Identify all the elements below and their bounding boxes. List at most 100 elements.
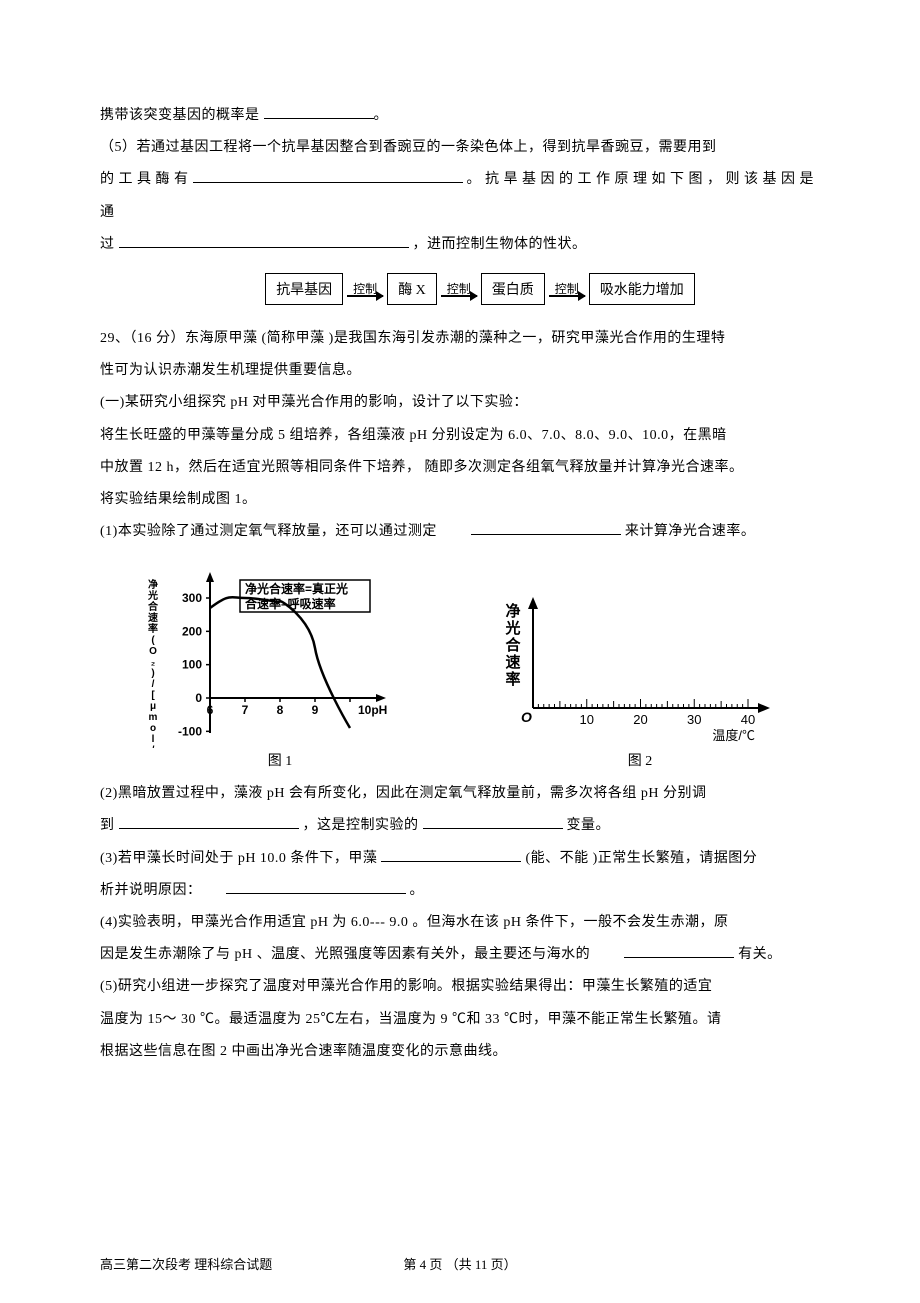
footer-left: 高三第二次段考 理科综合试题 <box>100 1254 272 1273</box>
svg-text:0: 0 <box>195 691 202 705</box>
q4-line1: (4)实验表明，甲藻光合作用适宜 pH 为 6.0--- 9.0 。但海水在该 … <box>100 907 820 939</box>
q2-line2-prefix: 到 <box>100 818 115 833</box>
q2-line1: (2)黑暗放置过程中，藻液 pH 会有所变化，因此在测定氧气释放量前，需多次将各… <box>100 778 820 810</box>
svg-text:20: 20 <box>633 712 647 727</box>
q5-line1: （5）若通过基因工程将一个抗旱基因整合到香豌豆的一条染色体上，得到抗旱香豌豆，需… <box>100 132 820 164</box>
q5-line2: 的 工 具 酶 有 。 抗 旱 基 因 的 工 作 原 理 如 下 图 ， 则 … <box>100 164 820 228</box>
footer-center: 第 4 页 （共 11 页） <box>403 1254 516 1273</box>
svg-text:8: 8 <box>277 703 284 717</box>
svg-text:40: 40 <box>741 712 755 727</box>
svg-text:速: 速 <box>505 653 520 671</box>
svg-text:m: m <box>149 712 158 723</box>
svg-text:9: 9 <box>312 703 319 717</box>
svg-text:(: ( <box>151 635 155 646</box>
blank-9 <box>624 944 734 958</box>
flow-diagram: 抗旱基因 控制 酶 X 控制 蛋白质 控制 吸水能力增加 <box>140 273 820 305</box>
svg-text:6: 6 <box>207 703 214 717</box>
svg-text:₂: ₂ <box>151 657 155 668</box>
svg-text:200: 200 <box>182 625 202 639</box>
chart1-container: -100 0 100 200 300 6 7 8 9 10pH 净光合速率=真正光合速率–呼吸速率 净… <box>135 558 415 748</box>
q3-line2-suffix: 。 <box>410 883 425 898</box>
svg-text:/: / <box>152 679 155 690</box>
blank-5 <box>119 815 299 829</box>
svg-text:100: 100 <box>182 658 202 672</box>
caption2: 图 2 <box>460 750 820 770</box>
svg-text:[: [ <box>151 690 155 701</box>
q2-line2-mid: ，这是控制实验的 <box>303 818 419 833</box>
svg-text:光: 光 <box>147 589 158 602</box>
captions-row: 图 1 图 2 <box>100 750 820 770</box>
svg-text:μ: μ <box>150 701 156 712</box>
svg-text:O: O <box>149 646 157 657</box>
blank-3 <box>119 234 409 248</box>
section1-line1: (一)某研究小组探究 pH 对甲藻光合作用的影响，设计了以下实验： <box>100 387 820 419</box>
svg-text:净光合速率=真正光: 净光合速率=真正光 <box>245 581 348 596</box>
flow-arrow-2: 控制 <box>441 280 477 297</box>
q3-suffix: (能、不能 )正常生长繁殖，请据图分 <box>525 851 757 866</box>
svg-text:10: 10 <box>580 712 594 727</box>
q4-line2-prefix: 因是发生赤潮除了与 pH 、温度、光照强度等因素有关外，最主要还与海水的 <box>100 947 590 962</box>
svg-text:合: 合 <box>147 600 159 613</box>
caption1: 图 1 <box>100 750 460 770</box>
blank-8 <box>226 880 406 894</box>
svg-text:/: / <box>152 745 155 748</box>
flow-box-4: 吸水能力增加 <box>589 273 695 305</box>
q1: (1)本实验除了通过测定氧气释放量，还可以通过测定 来计算净光合速率。 <box>100 516 820 548</box>
svg-text:率: 率 <box>505 670 520 688</box>
q5b-line3: 根据这些信息在图 2 中画出净光合速率随温度变化的示意曲线。 <box>100 1036 820 1068</box>
svg-text:O: O <box>521 709 532 725</box>
flow-arrow-3: 控制 <box>549 280 585 297</box>
svg-text:7: 7 <box>242 703 249 717</box>
flow-box-3: 蛋白质 <box>481 273 545 305</box>
q2-line2: 到 ，这是控制实验的 变量。 <box>100 810 820 842</box>
q4-line2: 因是发生赤潮除了与 pH 、温度、光照强度等因素有关外，最主要还与海水的 有关。 <box>100 939 820 971</box>
q5b-line1: (5)研究小组进一步探究了温度对甲藻光合作用的影响。根据实验结果得出：甲藻生长繁… <box>100 971 820 1003</box>
blank-6 <box>423 815 563 829</box>
svg-text:合速率–呼吸速率: 合速率–呼吸速率 <box>245 596 336 611</box>
q5-line3: 过 ，进而控制生物体的性状。 <box>100 229 820 261</box>
period: 。 <box>374 108 389 123</box>
q5-line3-prefix: 过 <box>100 237 115 252</box>
svg-text:净: 净 <box>505 602 520 620</box>
q5-line3-suffix: ，进而控制生物体的性状。 <box>413 237 587 252</box>
svg-text:o: o <box>150 723 156 734</box>
svg-text:30: 30 <box>687 712 701 727</box>
page-footer: 高三第二次段考 理科综合试题 第 4 页 （共 11 页） <box>100 1254 820 1273</box>
q3-line2-prefix: 析并说明原因： <box>100 883 202 898</box>
q1-prefix: (1)本实验除了通过测定氧气释放量，还可以通过测定 <box>100 524 437 539</box>
svg-text:): ) <box>151 668 154 679</box>
intro-line: 携带该突变基因的概率是 。 <box>100 100 820 132</box>
blank-7 <box>381 848 521 862</box>
svg-text:l: l <box>152 734 155 745</box>
q4-line2-suffix: 有关。 <box>738 947 782 962</box>
charts-row: -100 0 100 200 300 6 7 8 9 10pH 净光合速率=真正光合速率–呼吸速率 净… <box>100 558 820 748</box>
q29-header: 29、（16 分）东海原甲藻 (简称甲藻 )是我国东海引发赤潮的藻种之一，研究甲… <box>100 323 820 355</box>
chart1-svg: -100 0 100 200 300 6 7 8 9 10pH 净光合速率=真正光合速率–呼吸速率 净… <box>135 558 415 748</box>
intro-text: 携带该突变基因的概率是 <box>100 108 260 123</box>
svg-text:净: 净 <box>148 578 158 591</box>
q2-line2-suffix: 变量。 <box>567 818 611 833</box>
svg-text:-100: -100 <box>178 725 202 739</box>
svg-text:合: 合 <box>504 636 521 654</box>
chart2-container: O 10 20 30 40温度/℃ 净光合速率 <box>485 588 785 748</box>
blank-1 <box>264 105 374 119</box>
blank-2 <box>193 169 463 183</box>
svg-text:温度/℃: 温度/℃ <box>712 728 755 743</box>
q3-prefix: (3)若甲藻长时间处于 pH 10.0 条件下，甲藻 <box>100 851 377 866</box>
q3-line1: (3)若甲藻长时间处于 pH 10.0 条件下，甲藻 (能、不能 )正常生长繁殖… <box>100 843 820 875</box>
section1-line4: 将实验结果绘制成图 1。 <box>100 484 820 516</box>
flow-box-2: 酶 X <box>387 273 437 305</box>
flow-arrow-1: 控制 <box>347 280 383 297</box>
section1-line2: 将生长旺盛的甲藻等量分成 5 组培养，各组藻液 pH 分别设定为 6.0、7.0… <box>100 420 820 452</box>
q3-line2: 析并说明原因： 。 <box>100 875 820 907</box>
svg-text:300: 300 <box>182 591 202 605</box>
svg-text:光: 光 <box>504 619 520 637</box>
flow-box-1: 抗旱基因 <box>265 273 343 305</box>
q29-line2: 性可为认识赤潮发生机理提供重要信息。 <box>100 355 820 387</box>
chart2-svg: O 10 20 30 40温度/℃ 净光合速率 <box>485 588 785 748</box>
svg-text:10pH: 10pH <box>358 703 387 717</box>
blank-4 <box>471 521 621 535</box>
section1-line3: 中放置 12 h，然后在适宜光照等相同条件下培养， 随即多次测定各组氧气释放量并… <box>100 452 820 484</box>
q5-line2-prefix: 的 工 具 酶 有 <box>100 172 189 187</box>
q1-suffix: 来计算净光合速率。 <box>625 524 756 539</box>
